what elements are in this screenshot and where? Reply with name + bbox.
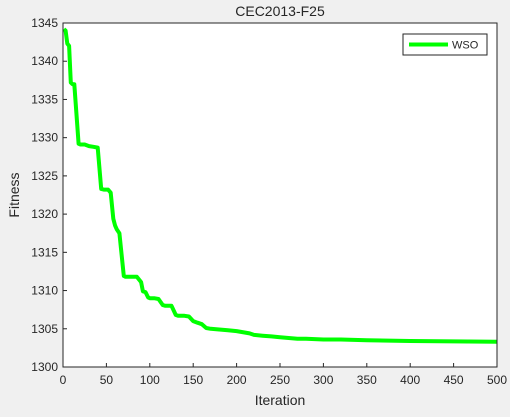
y-tick-label: 1340 (31, 54, 58, 68)
x-tick-label: 200 (227, 373, 247, 387)
series-layer (62, 27, 498, 344)
y-tick-label: 1345 (31, 16, 58, 30)
axes-frame (62, 22, 498, 368)
series-line-wso (62, 27, 498, 344)
legend: WSO (402, 33, 488, 56)
x-tick-label: 0 (60, 373, 67, 387)
ticks-layer: 0 50 100 150 200 250 300 350 400 450 500 1300 1305 13… (31, 16, 507, 387)
x-tick-label: 500 (487, 373, 507, 387)
y-tick-label: 1315 (31, 245, 58, 259)
x-tick-label: 150 (183, 373, 203, 387)
x-axis-label: Iteration (255, 392, 306, 408)
x-tick-label: 250 (270, 373, 290, 387)
y-tick-label: 1310 (31, 284, 58, 298)
x-tick-label: 100 (140, 373, 160, 387)
x-tick-label: 50 (100, 373, 114, 387)
y-tick-label: 1320 (31, 207, 58, 221)
chart-title: CEC2013-F25 (235, 3, 325, 19)
y-tick-label: 1325 (31, 169, 58, 183)
legend-label-wso: WSO (452, 40, 479, 52)
y-tick-label: 1300 (31, 360, 58, 374)
y-tick-label: 1335 (31, 92, 58, 106)
y-tick-label: 1305 (31, 322, 58, 336)
x-tick-label: 400 (400, 373, 420, 387)
y-tick-label: 1330 (31, 131, 58, 145)
y-axis-label: Fitness (6, 172, 22, 217)
x-tick-label: 350 (357, 373, 377, 387)
x-tick-label: 450 (444, 373, 464, 387)
x-tick-label: 300 (313, 373, 333, 387)
axes-background (63, 23, 497, 367)
